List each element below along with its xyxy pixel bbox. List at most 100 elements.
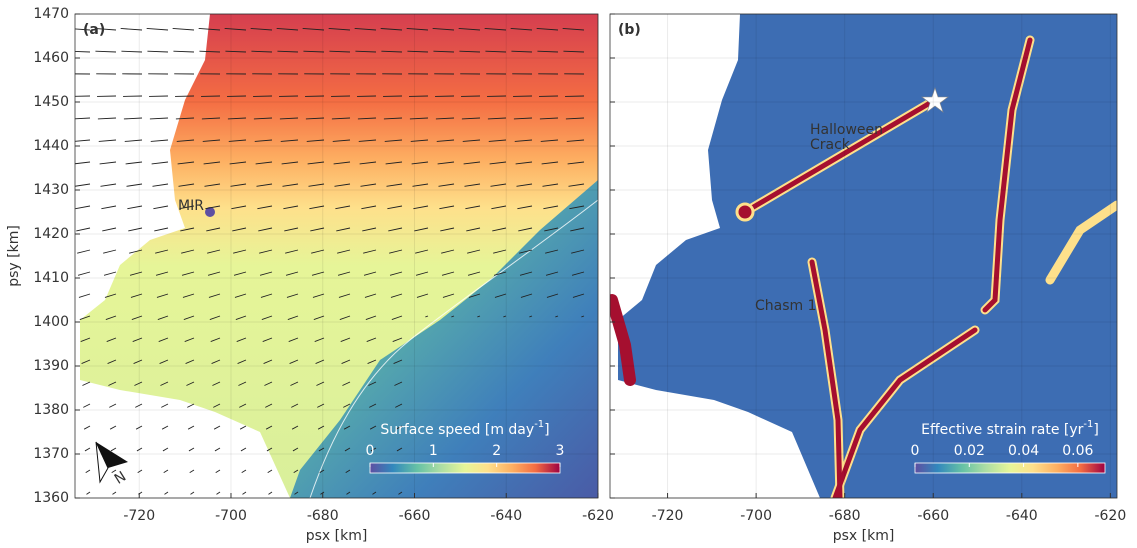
velocity-arrow bbox=[285, 271, 299, 276]
velocity-arrow bbox=[503, 315, 507, 318]
velocity-arrow bbox=[109, 425, 117, 430]
velocity-arrow bbox=[291, 425, 299, 430]
velocity-arrow bbox=[233, 271, 247, 276]
velocity-arrow bbox=[308, 183, 325, 187]
velocity-arrow bbox=[433, 50, 455, 53]
velocity-arrow bbox=[407, 50, 429, 53]
velocity-arrow bbox=[311, 271, 325, 276]
velocity-arrow bbox=[210, 337, 221, 343]
velocity-arrow bbox=[562, 28, 585, 31]
velocity-arrow bbox=[545, 271, 559, 276]
y-tick-label: 1370 bbox=[33, 446, 69, 462]
velocity-arrow bbox=[319, 469, 325, 474]
velocity-arrow bbox=[303, 50, 325, 53]
velocity-arrow bbox=[388, 227, 403, 232]
colorbar-bar bbox=[914, 462, 1106, 474]
velocity-arrow bbox=[364, 293, 377, 298]
colorbar: Surface speed [m day-1] 0 1 2 3 bbox=[366, 419, 565, 474]
velocity-arrow bbox=[76, 227, 91, 232]
velocity-arrow bbox=[83, 403, 91, 408]
velocity-arrow bbox=[369, 403, 377, 408]
velocity-arrow bbox=[493, 271, 507, 276]
velocity-arrow bbox=[518, 227, 533, 232]
velocity-arrow bbox=[213, 425, 221, 430]
velocity-arrow bbox=[312, 293, 325, 298]
colorbar-label-text: Effective strain rate [yr bbox=[921, 422, 1083, 438]
colorbar-tick-label: 3 bbox=[556, 443, 565, 459]
velocity-arrow bbox=[488, 139, 507, 142]
velocity-arrow bbox=[279, 117, 299, 120]
velocity-arrow bbox=[203, 161, 221, 165]
velocity-arrow bbox=[563, 50, 585, 53]
velocity-arrow bbox=[315, 359, 325, 364]
velocity-arrow bbox=[539, 117, 559, 120]
velocity-arrow bbox=[514, 139, 533, 142]
velocity-arrow bbox=[329, 50, 351, 53]
velocity-arrow bbox=[173, 50, 195, 53]
colorbar-tick-label: 0 bbox=[911, 443, 920, 459]
velocity-arrow bbox=[213, 403, 221, 408]
velocity-arrow bbox=[254, 139, 273, 142]
velocity-arrow bbox=[242, 491, 247, 495]
velocity-arrow bbox=[318, 447, 325, 452]
velocity-arrow bbox=[343, 425, 351, 430]
velocity-arrow bbox=[97, 117, 117, 120]
velocity-arrow bbox=[264, 381, 273, 386]
velocity-arrow bbox=[442, 293, 455, 298]
velocity-arrow bbox=[232, 227, 247, 232]
velocity-arrow bbox=[293, 469, 299, 474]
velocity-arrow bbox=[188, 447, 195, 452]
velocity-arrow bbox=[259, 249, 273, 254]
velocity-arrow bbox=[156, 293, 169, 298]
velocity-arrow bbox=[283, 205, 299, 210]
velocity-arrow bbox=[151, 161, 169, 165]
velocity-arrow bbox=[107, 359, 117, 364]
velocity-arrow bbox=[266, 447, 273, 452]
velocity-arrow bbox=[187, 425, 195, 430]
velocity-arrow bbox=[82, 381, 91, 386]
velocity-arrow bbox=[544, 227, 559, 232]
velocity-arrow bbox=[367, 359, 377, 364]
velocity-arrow bbox=[425, 315, 429, 318]
velocity-arrow bbox=[136, 447, 143, 452]
velocity-arrow bbox=[240, 447, 247, 452]
velocity-arrow bbox=[357, 117, 377, 120]
x-tick-label: -720 bbox=[652, 508, 684, 524]
velocity-arrow bbox=[490, 183, 507, 187]
velocity-arrow bbox=[158, 337, 169, 343]
x-tick-label: -660 bbox=[917, 508, 949, 524]
x-tick-label: -660 bbox=[399, 508, 431, 524]
velocity-arrow bbox=[135, 403, 143, 408]
velocity-arrow bbox=[385, 161, 403, 165]
velocity-arrow bbox=[413, 205, 429, 210]
velocity-arrow bbox=[541, 161, 559, 165]
velocity-arrow bbox=[305, 117, 325, 120]
velocity-arrow bbox=[238, 381, 247, 386]
velocity-arrow bbox=[239, 403, 247, 408]
velocity-arrow bbox=[368, 381, 377, 386]
y-tick-label: 1430 bbox=[33, 182, 69, 198]
velocity-arrow bbox=[161, 425, 169, 430]
velocity-arrow bbox=[103, 249, 117, 254]
velocity-arrow bbox=[277, 50, 299, 53]
velocity-arrow bbox=[185, 359, 195, 364]
velocity-arrow bbox=[362, 227, 377, 232]
velocity-arrow bbox=[149, 117, 169, 120]
velocity-arrow bbox=[372, 491, 377, 495]
velocity-arrow bbox=[369, 425, 377, 430]
velocity-arrow bbox=[463, 161, 481, 165]
velocity-arrow bbox=[157, 315, 169, 320]
velocity-arrow bbox=[354, 28, 377, 31]
velocity-arrow bbox=[406, 28, 429, 31]
velocity-arrow bbox=[467, 271, 481, 276]
velocity-arrow bbox=[491, 205, 507, 210]
velocity-arrow bbox=[302, 28, 325, 31]
velocity-arrow bbox=[95, 50, 117, 53]
velocity-arrow bbox=[345, 469, 351, 474]
velocity-arrow bbox=[359, 161, 377, 165]
velocity-arrow bbox=[358, 139, 377, 142]
velocity-arrow bbox=[565, 117, 585, 120]
velocity-arrow bbox=[342, 381, 351, 386]
velocity-arrow bbox=[178, 183, 195, 187]
velocity-arrow bbox=[387, 205, 403, 210]
